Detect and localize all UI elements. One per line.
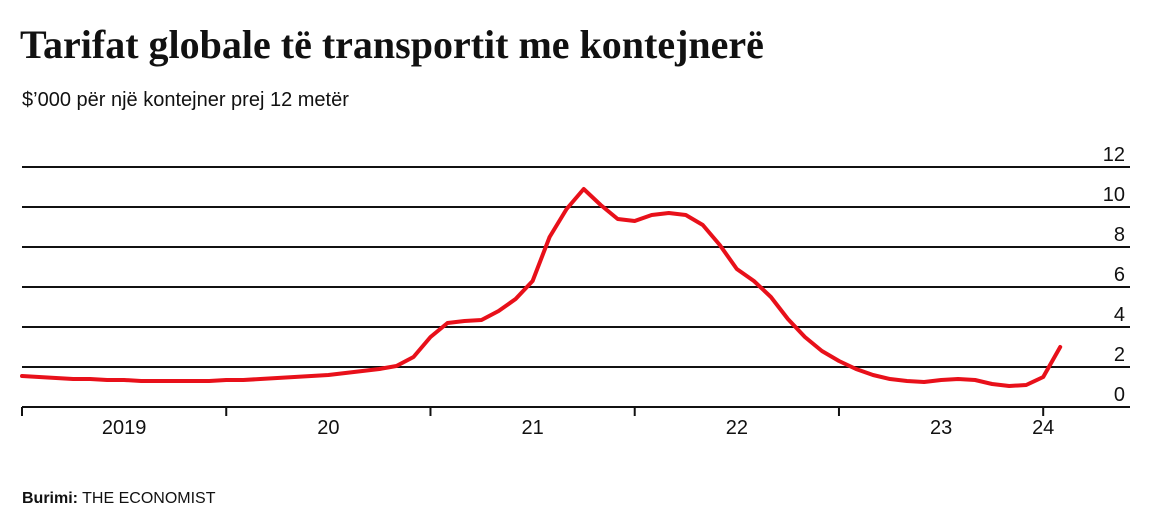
chart-title: Tarifat globale të transportit me kontej… [20, 22, 764, 67]
x-tick-label: 22 [726, 417, 748, 439]
x-tick-label: 2019 [102, 417, 147, 439]
y-tick-label: 10 [1103, 184, 1125, 206]
source-value: THE ECONOMIST [82, 490, 216, 507]
data-line [20, 187, 1063, 388]
x-tick-label: 20 [317, 417, 339, 439]
y-tick-label: 8 [1114, 224, 1125, 246]
source-label: Burimi: [22, 490, 78, 507]
x-tick-label: 21 [521, 417, 543, 439]
source: Burimi: THE ECONOMIST [22, 490, 216, 507]
x-tick-label: 24 [1032, 417, 1054, 439]
y-tick-label: 6 [1114, 264, 1125, 286]
x-tick-label: 23 [930, 417, 952, 439]
chart-subtitle: $’000 për një kontejner prej 12 metër [22, 89, 349, 111]
y-tick-label: 0 [1114, 384, 1125, 406]
y-tick-label: 12 [1103, 144, 1125, 166]
y-tick-label: 2 [1114, 344, 1125, 366]
y-tick-label: 4 [1114, 304, 1125, 326]
